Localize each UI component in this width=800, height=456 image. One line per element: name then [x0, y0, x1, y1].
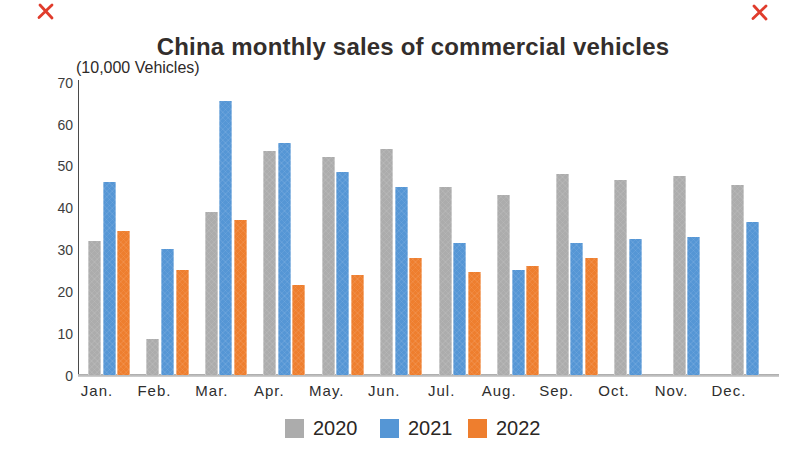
legend-swatch-2020 [285, 419, 304, 438]
legend-swatch-2021 [380, 419, 399, 438]
x-tick-label-jun: Jun. [368, 382, 400, 399]
x-tick-label-jan: Jan. [81, 382, 113, 399]
bar-2020-aug [497, 195, 510, 375]
bar-2021-jan [103, 182, 116, 375]
y-axis-line [78, 80, 79, 377]
x-tick-label-mar: Mar. [195, 382, 228, 399]
y-tick-label-0: 0 [39, 369, 73, 383]
bar-2021-jul [453, 243, 466, 375]
bar-2021-may [336, 172, 349, 375]
x-tick-label-aug: Aug. [482, 382, 517, 399]
bar-2021-jun [395, 187, 408, 375]
bar-2022-apr [292, 285, 305, 375]
bar-2020-mar [205, 212, 218, 375]
y-tick-label-10: 10 [39, 327, 73, 341]
bar-2020-sep [556, 174, 569, 375]
bar-2020-dec [731, 185, 744, 375]
x-tick-label-oct: Oct. [598, 382, 630, 399]
x-tick-label-nov: Nov. [655, 382, 689, 399]
y-tick-label-30: 30 [39, 243, 73, 257]
red-x-mark-right-icon [750, 3, 770, 22]
bar-2021-nov [687, 237, 700, 375]
bar-2021-sep [570, 243, 583, 375]
bar-2022-may [351, 275, 364, 375]
bar-2021-mar [219, 101, 232, 375]
bar-2021-apr [278, 143, 291, 375]
legend-label-2020: 2020 [313, 419, 358, 438]
x-tick-label-jul: Jul. [428, 382, 455, 399]
bar-2022-feb [176, 270, 189, 375]
bar-2020-may [322, 157, 335, 375]
y-tick-label-60: 60 [39, 118, 73, 132]
bar-2021-aug [512, 270, 525, 375]
legend-item-2021: 2021 [380, 419, 453, 438]
bar-2021-dec [746, 222, 759, 375]
chart-title: China monthly sales of commercial vehicl… [0, 33, 800, 61]
bar-2022-aug [526, 266, 539, 375]
legend-item-2020: 2020 [285, 419, 358, 438]
bar-2020-jun [380, 149, 393, 375]
y-tick-label-20: 20 [39, 285, 73, 299]
x-tick-label-dec: Dec. [712, 382, 747, 399]
red-x-mark-left-icon [36, 2, 56, 21]
bar-2020-jul [439, 187, 452, 375]
bar-2021-oct [629, 239, 642, 375]
legend-swatch-2022 [468, 419, 487, 438]
y-axis-unit-label: (10,000 Vehicles) [76, 59, 200, 77]
bar-2022-jun [409, 258, 422, 375]
x-tick-label-may: May. [309, 382, 344, 399]
bar-2022-jul [468, 272, 481, 375]
x-tick-label-sep: Sep. [539, 382, 574, 399]
bar-2020-feb [146, 339, 159, 375]
legend-label-2022: 2022 [496, 419, 541, 438]
bar-2020-nov [673, 176, 686, 375]
bar-2020-oct [614, 180, 627, 375]
bar-2022-mar [234, 220, 247, 375]
y-tick-label-70: 70 [39, 76, 73, 90]
legend-item-2022: 2022 [468, 419, 541, 438]
bar-2022-sep [585, 258, 598, 375]
bar-2022-jan [117, 231, 130, 375]
bar-2021-feb [161, 249, 174, 375]
bar-2020-jan [88, 241, 101, 375]
y-tick-label-50: 50 [39, 159, 73, 173]
x-tick-label-apr: Apr. [254, 382, 285, 399]
legend-label-2021: 2021 [408, 419, 453, 438]
x-tick-label-feb: Feb. [137, 382, 171, 399]
chart-canvas: China monthly sales of commercial vehicl… [0, 0, 800, 456]
y-tick-label-40: 40 [39, 201, 73, 215]
bar-2020-apr [263, 151, 276, 375]
